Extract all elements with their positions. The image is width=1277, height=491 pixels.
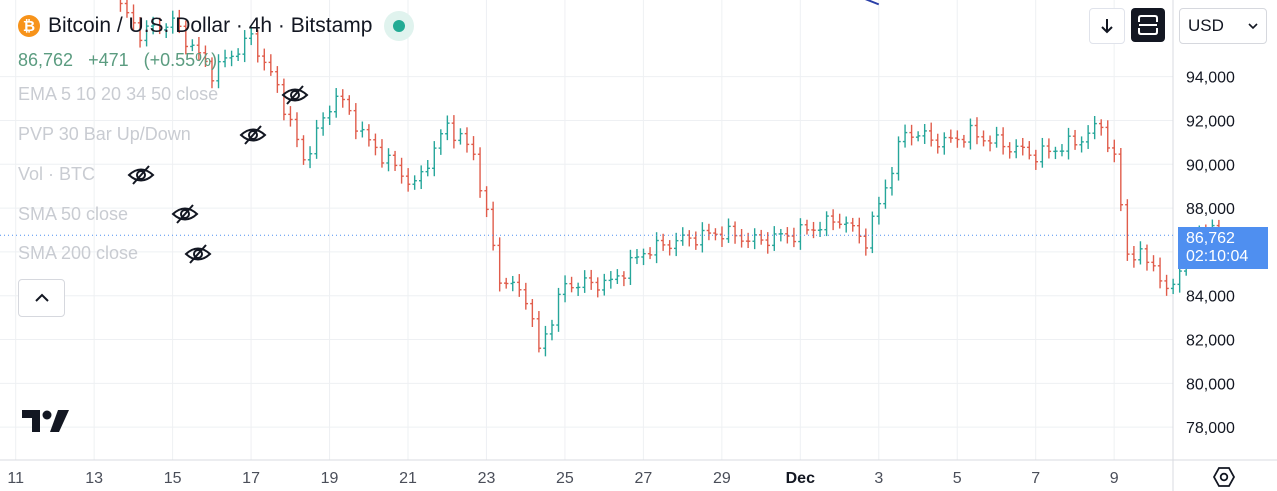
symbol-header[interactable]: ₿ Bitcoin / U.S. Dollar · 4h · Bitstamp (18, 10, 415, 42)
price-tick-label: 94,000 (1186, 70, 1235, 87)
price-tick-label: 78,000 (1186, 420, 1235, 437)
hidden-eye-icon[interactable] (281, 83, 309, 107)
time-tick-label: 15 (164, 470, 182, 487)
time-tick-label: 9 (1110, 470, 1119, 487)
indicator-label: SMA 200 close (18, 243, 139, 263)
chevron-up-icon (34, 293, 49, 302)
indicator-sma-50[interactable]: SMA 50 close (18, 204, 128, 225)
price-change: +471 (88, 50, 129, 70)
time-tick-label: 13 (85, 470, 103, 487)
market-open-dot (393, 20, 406, 32)
indicator-sma-200[interactable]: SMA 200 close (18, 243, 138, 264)
hidden-eye-icon[interactable] (239, 123, 267, 147)
time-tick-label: 21 (399, 470, 417, 487)
trend-line (864, 0, 880, 6)
tradingview-logo (22, 410, 69, 432)
time-tick-label: 27 (634, 470, 652, 487)
currency-select[interactable]: USD (1179, 8, 1267, 44)
indicator-label: Vol · BTC (18, 164, 96, 184)
price-tick-label: 80,000 (1186, 376, 1235, 393)
hidden-eye-icon[interactable] (127, 163, 155, 187)
currency-value: USD (1188, 16, 1224, 35)
hidden-eye-icon[interactable] (171, 202, 199, 226)
price-change-percent: (+0.55%) (143, 50, 218, 70)
indicator-pvp[interactable]: PVP 30 Bar Up/Down (18, 124, 191, 145)
price-tick-label: 84,000 (1186, 289, 1235, 306)
time-tick-label: 17 (242, 470, 260, 487)
arrow-down-icon (1101, 19, 1113, 34)
last-price-label: 86,762 02:10:04 (1178, 227, 1268, 269)
time-tick-label: 7 (1031, 470, 1040, 487)
chevron-down-icon (1248, 23, 1258, 30)
time-tick-label: 29 (713, 470, 731, 487)
time-tick-label: 25 (556, 470, 574, 487)
indicator-volume[interactable]: Vol · BTC (18, 164, 95, 185)
time-tick-label: 5 (953, 470, 962, 487)
indicator-label: EMA 5 10 20 34 50 close (18, 84, 219, 104)
price-tick-label: 88,000 (1186, 201, 1235, 218)
time-tick-label: 23 (478, 470, 496, 487)
time-tick-label: 11 (7, 470, 24, 487)
bar-countdown: 02:10:04 (1186, 248, 1249, 265)
bitcoin-icon: ₿ (18, 15, 40, 37)
time-tick-label: 19 (321, 470, 339, 487)
fullscreen-icon (1138, 15, 1158, 35)
indicator-label: PVP 30 Bar Up/Down (18, 124, 191, 144)
price-tick-label: 92,000 (1186, 113, 1235, 130)
quote-row: 86,762 +471 (+0.55%) (18, 50, 227, 71)
last-price-text: 86,762 (18, 50, 74, 70)
fullscreen-button[interactable] (1131, 8, 1165, 42)
hidden-eye-icon[interactable] (184, 242, 212, 266)
time-tick-label: Dec (786, 470, 815, 487)
symbol-title[interactable]: Bitcoin / U.S. Dollar · 4h · Bitstamp (48, 14, 373, 37)
time-tick-label: 3 (874, 470, 883, 487)
scroll-to-latest-button[interactable] (1089, 8, 1125, 44)
price-tick-label: 82,000 (1186, 333, 1235, 350)
market-status-icon[interactable] (384, 11, 415, 41)
price-tick-label: 90,000 (1186, 157, 1235, 174)
settings-hexagon-icon[interactable] (1212, 466, 1236, 488)
last-price-value: 86,762 (1186, 230, 1235, 247)
indicator-label: SMA 50 close (18, 204, 129, 224)
indicator-ema[interactable]: EMA 5 10 20 34 50 close (18, 84, 218, 105)
collapse-legend-button[interactable] (18, 279, 65, 317)
